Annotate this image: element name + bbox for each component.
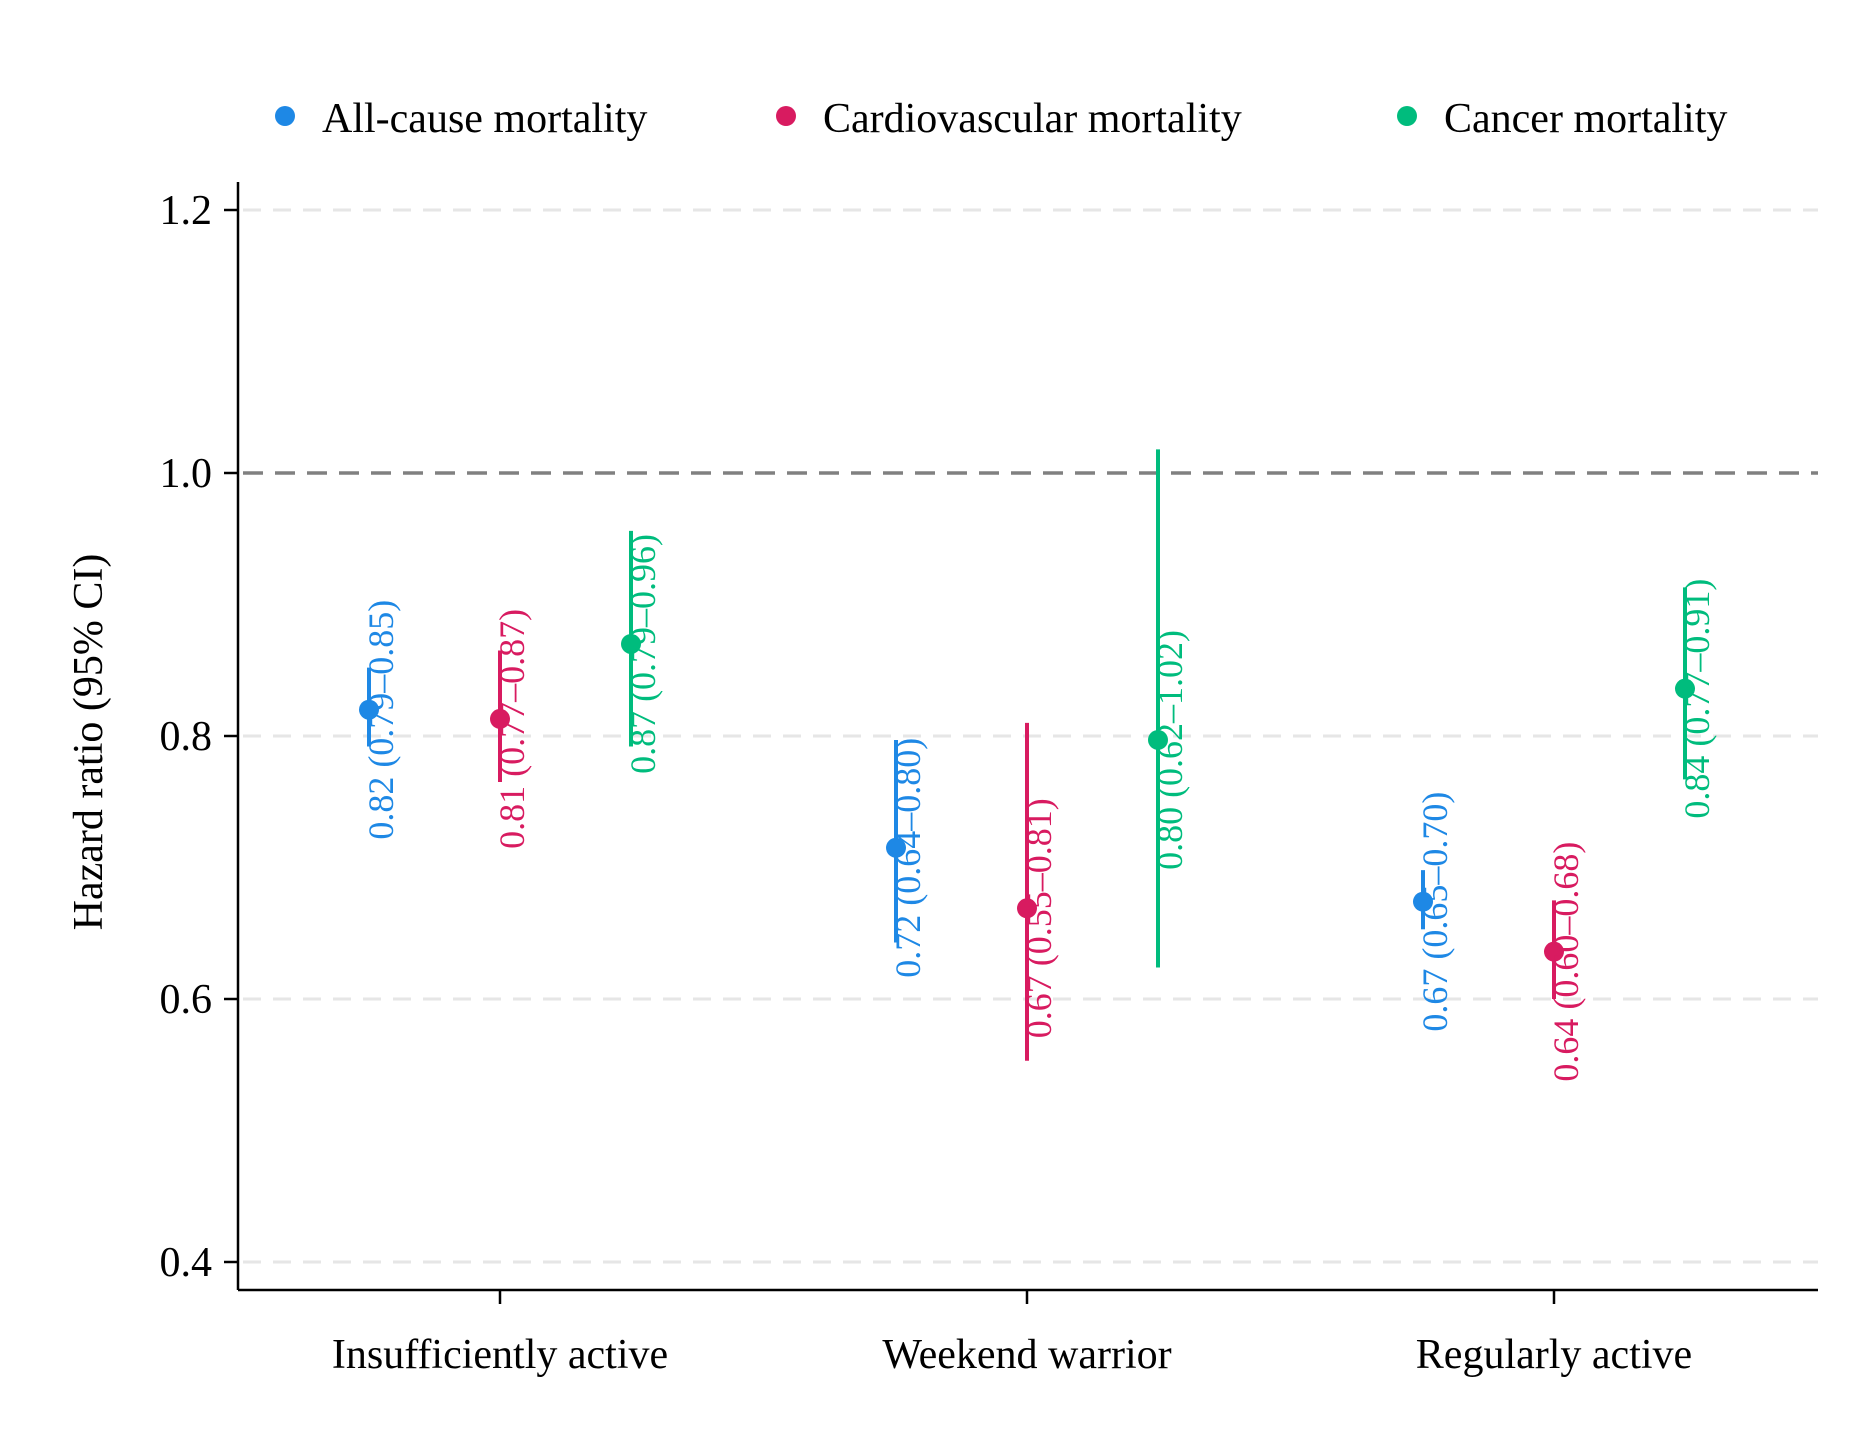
point-cancer-1 [1148,729,1168,750]
legend-dot-all_cause [275,106,295,126]
y-tick-label-0: 0.4 [160,1240,213,1286]
x-tick-label-2: Regularly active [1416,1332,1692,1378]
axes: 0.4 0.6 0.8 1.0 1.2 Insufficiently active Week… [160,182,1818,1378]
series-cardiovascular: 0.81 (0.77–0.87) 0.67 (0.55–0.81) 0.64 (0.… [490,609,1586,1082]
legend-label-all_cause: All-cause mortality [322,96,647,142]
value-label-cancer-0: 0.87 (0.79–0.96) [623,534,663,774]
point-all_cause-1 [886,837,906,858]
legend-label-cancer: Cancer mortality [1444,96,1727,142]
y-tick-label-3: 1.0 [160,451,213,497]
y-tick-label-2: 0.8 [160,714,213,760]
legend-dot-cancer [1397,106,1417,126]
point-cancer-2 [1675,678,1695,699]
value-label-cardiovascular-1: 0.67 (0.55–0.81) [1019,798,1059,1038]
value-label-cancer-2: 0.84 (0.77–0.91) [1677,579,1717,819]
legend-item-all_cause: All-cause mortality [275,96,647,142]
legend: All-cause mortality Cardiovascular mortal… [275,96,1727,142]
y-axis-title: Hazard ratio (95% CI) [66,554,112,931]
legend-item-cancer: Cancer mortality [1397,96,1727,142]
legend-item-cardiovascular: Cardiovascular mortality [776,96,1242,142]
point-cancer-0 [621,633,641,654]
x-tick-label-1: Weekend warrior [882,1332,1171,1378]
point-cardiovascular-0 [490,708,510,729]
value-label-cancer-1: 0.80 (0.62–1.02) [1150,630,1190,870]
y-tick-label-1: 0.6 [160,977,213,1023]
series-cancer: 0.87 (0.79–0.96) 0.80 (0.62–1.02) 0.84 (0.… [621,449,1717,968]
x-tick-label-0: Insufficiently active [332,1332,668,1378]
value-label-cardiovascular-0: 0.81 (0.77–0.87) [492,609,532,849]
series-marks: 0.82 (0.79–0.85) 0.72 (0.64–0.80) 0.67 (0.… [359,449,1717,1082]
point-all_cause-2 [1413,891,1433,912]
value-label-all_cause-2: 0.67 (0.65–0.70) [1415,792,1455,1032]
value-label-all_cause-1: 0.72 (0.64–0.80) [888,738,928,978]
value-label-all_cause-0: 0.82 (0.79–0.85) [361,600,401,840]
point-cardiovascular-2 [1544,941,1564,962]
y-tick-label-4: 1.2 [160,188,213,234]
point-all_cause-0 [359,699,379,720]
legend-label-cardiovascular: Cardiovascular mortality [823,96,1242,142]
value-label-cardiovascular-2: 0.64 (0.60–0.68) [1546,842,1586,1082]
series-all_cause: 0.82 (0.79–0.85) 0.72 (0.64–0.80) 0.67 (0.… [359,600,1455,1032]
legend-dot-cardiovascular [776,106,796,126]
point-cardiovascular-1 [1017,898,1037,919]
grid-lines [243,208,1818,1264]
